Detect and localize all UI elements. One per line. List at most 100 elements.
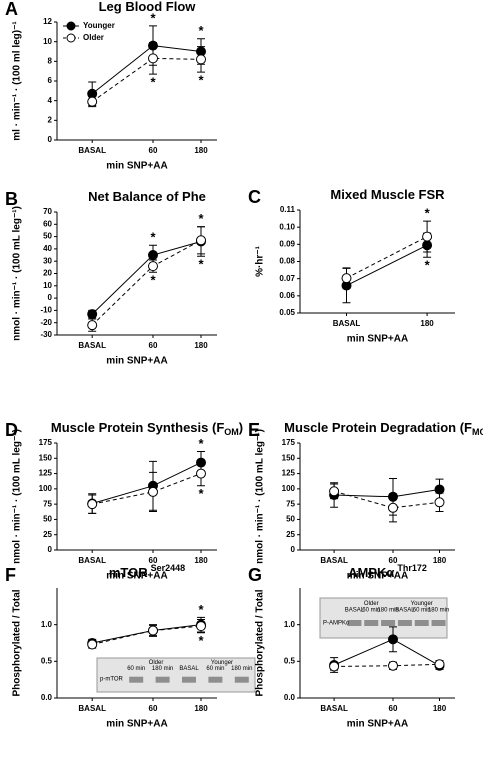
data-point xyxy=(87,309,98,320)
series-line xyxy=(92,625,202,645)
y-tick-label: -30 xyxy=(40,330,52,339)
y-tick-label: 20 xyxy=(43,269,52,278)
data-point xyxy=(148,486,158,497)
x-tick-label: 180 xyxy=(433,704,447,713)
title-sub: MO xyxy=(472,427,483,437)
series-line xyxy=(334,663,440,667)
data-point xyxy=(196,468,206,479)
y-tick-label: 175 xyxy=(39,438,53,447)
data-point xyxy=(329,486,340,497)
title-text: Mixed Muscle FSR xyxy=(330,187,445,202)
blot-lane-label: 180 min xyxy=(428,608,449,614)
panel-letter: B xyxy=(5,189,18,209)
x-tick-label: BASAL xyxy=(78,704,106,713)
significance: * xyxy=(198,257,204,272)
data-point xyxy=(388,634,398,645)
significance: * xyxy=(425,206,431,221)
y-tick-label: 10 xyxy=(43,37,52,46)
y-tick-label: 0.0 xyxy=(284,693,296,702)
panel-title: Leg Blood Flow xyxy=(99,0,197,14)
y-tick-label: 1.0 xyxy=(284,620,296,629)
title-text: Muscle Protein Degradation (F xyxy=(284,420,472,435)
legend-label: Younger xyxy=(83,21,115,30)
blot-band xyxy=(347,620,362,626)
x-tick-label: 180 xyxy=(194,704,208,713)
x-tick-label: 180 xyxy=(194,146,208,155)
x-axis-label: min SNP+AA xyxy=(347,571,408,582)
x-tick-label: BASAL xyxy=(320,704,348,713)
x-axis-label: min SNP+AA xyxy=(106,719,167,730)
significance: * xyxy=(150,10,156,25)
x-tick-label: BASAL xyxy=(320,556,348,565)
series-line xyxy=(346,244,428,286)
blot xyxy=(319,597,448,639)
y-tick-label: 100 xyxy=(39,484,53,493)
title-sup: Thr172 xyxy=(397,563,427,573)
y-tick-label: 50 xyxy=(286,515,295,524)
series-line xyxy=(91,241,202,315)
x-tick-label: 180 xyxy=(194,341,208,350)
panel-title: Net Balance of Phe xyxy=(88,189,206,204)
panel-title: Muscle Protein Degradation (FMO) xyxy=(284,420,483,437)
significance: * xyxy=(198,633,204,648)
y-tick-label: 0 xyxy=(48,293,53,302)
y-axis-label: ml · min⁻¹ · (100 ml leg)⁻¹ xyxy=(12,21,23,141)
blot-group-label: Older xyxy=(149,660,164,666)
title-sup: Ser2448 xyxy=(151,563,186,573)
y-tick-label: 2 xyxy=(48,115,53,124)
series-line xyxy=(333,638,440,667)
data-point xyxy=(388,502,398,513)
y-tick-label: 150 xyxy=(39,453,53,462)
data-point xyxy=(388,660,398,671)
x-axis-label: min SNP+AA xyxy=(106,356,167,367)
y-axis-label: Phosphorylated / Total xyxy=(255,589,266,696)
y-axis-label: nmol · min⁻¹ · (100 mL leg⁻¹) xyxy=(12,429,23,564)
title-sub: OM xyxy=(224,427,239,437)
title-text: Muscle Protein Synthesis (F xyxy=(51,420,224,435)
data-point xyxy=(434,659,445,670)
data-point xyxy=(87,499,98,510)
y-tick-label: 0 xyxy=(48,135,53,144)
y-tick-label: 0.06 xyxy=(279,291,295,300)
blot-lane-label: 180 min xyxy=(377,608,398,614)
y-axis-label: nmol · min⁻¹ · (100 mL leg⁻¹) xyxy=(255,429,266,564)
x-tick-label: BASAL xyxy=(333,319,361,328)
blot xyxy=(96,657,256,693)
y-tick-label: 100 xyxy=(282,484,296,493)
title-text: mTOR xyxy=(109,565,148,580)
title-tail: ) xyxy=(239,420,243,435)
significance: * xyxy=(198,23,204,38)
panel-letter: E xyxy=(248,420,260,440)
panel-letter: F xyxy=(5,565,16,585)
y-tick-label: 0.5 xyxy=(41,656,53,665)
data-point xyxy=(434,484,445,495)
data-point xyxy=(196,235,206,246)
data-point xyxy=(422,231,433,242)
significance: * xyxy=(198,602,204,617)
blot-row-label: P-AMPKα xyxy=(323,620,350,626)
blot-band xyxy=(155,676,170,683)
significance: * xyxy=(425,258,431,273)
y-tick-label: 0.07 xyxy=(279,274,295,283)
blot-lane-label: 60 min xyxy=(127,666,145,672)
x-tick-label: 60 xyxy=(149,146,158,155)
x-axis-label: min SNP+AA xyxy=(347,334,408,345)
significance: * xyxy=(198,486,204,501)
y-tick-label: 70 xyxy=(43,207,52,216)
blot-band xyxy=(397,620,412,626)
x-tick-label: 180 xyxy=(194,556,208,565)
y-tick-label: 0 xyxy=(291,545,296,554)
x-tick-label: 60 xyxy=(389,704,398,713)
blot-lane-label: 60 min xyxy=(413,608,431,614)
data-point xyxy=(196,621,206,632)
significance: * xyxy=(198,211,204,226)
y-tick-label: -10 xyxy=(40,306,52,315)
data-point xyxy=(148,625,158,636)
series-line xyxy=(92,462,202,505)
y-tick-label: 12 xyxy=(43,17,52,26)
y-tick-label: 150 xyxy=(282,453,296,462)
legend-marker xyxy=(66,33,76,43)
y-tick-label: 25 xyxy=(286,530,295,539)
x-tick-label: 180 xyxy=(420,319,434,328)
